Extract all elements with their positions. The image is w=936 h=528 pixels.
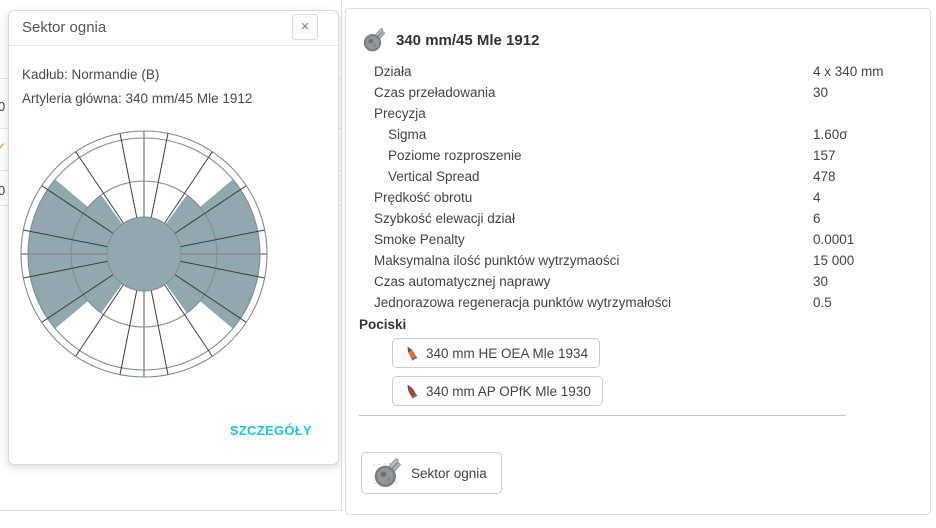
stat-row: Szybkość elewacji dział 6 — [346, 208, 930, 229]
stat-label: Smoke Penalty — [374, 232, 465, 247]
panel-title-row: 340 mm/45 Mle 1912 — [360, 27, 539, 53]
stat-value: 15 000 — [813, 253, 855, 268]
stat-label: Czas przeładowania — [374, 85, 496, 100]
shell-button-ap[interactable]: 340 mm AP OPfK Mle 1930 — [392, 376, 603, 406]
stat-label: Czas automatycznej naprawy — [374, 274, 551, 289]
shell-button-label: 340 mm AP OPfK Mle 1930 — [426, 383, 591, 399]
shell-button-list: 340 mm HE OEA Mle 1934 340 mm AP OPfK Ml… — [392, 338, 603, 414]
details-link[interactable]: SZCZEGÓŁY — [229, 423, 312, 438]
gun-title: 340 mm/45 Mle 1912 — [396, 31, 540, 49]
stat-value: 1.60σ — [813, 127, 848, 142]
stat-label: Działa — [374, 64, 412, 79]
panel-divider — [359, 415, 846, 416]
stat-label: Vertical Spread — [388, 169, 480, 184]
firing-sector-modal: Sektor ognia × Kadłub: Normandie (B) Art… — [8, 10, 339, 465]
stat-label: Precyzja — [374, 106, 426, 121]
modal-info: Kadłub: Normandie (B) Artyleria główna: … — [22, 63, 252, 111]
stat-value: 478 — [813, 169, 836, 184]
stat-row: Czas przeładowania 30 — [346, 82, 930, 103]
stat-row: Prędkość obrotu 4 — [346, 187, 930, 208]
firing-sector-diagram — [16, 126, 272, 382]
stat-value: 30 — [813, 274, 829, 289]
stat-row: Działa 4 x 340 mm — [346, 61, 930, 82]
stat-value: 4 — [813, 190, 821, 205]
stat-label: Sigma — [388, 127, 427, 142]
shell-button-label: 340 mm HE OEA Mle 1934 — [426, 345, 589, 361]
stat-value: 157 — [813, 148, 836, 163]
stat-row: Poziome rozproszenie 157 — [346, 145, 930, 166]
stat-label: Jednorazowa regeneracja punktów wytrzyma… — [374, 295, 672, 310]
ap-shell-icon — [407, 384, 418, 399]
background-value: 0 — [0, 183, 6, 198]
check-icon: ✓ — [0, 140, 7, 157]
stat-value: 0.0001 — [813, 232, 855, 247]
shells-header: Pociski — [359, 317, 407, 332]
firing-sector-button[interactable]: Sektor ognia — [361, 452, 502, 494]
stats-table: Działa 4 x 340 mm Czas przeładowania 30 Pr… — [346, 61, 930, 313]
firing-sector-button-label: Sektor ognia — [411, 465, 487, 481]
stat-row: Jednorazowa regeneracja punktów wytrzyma… — [346, 292, 930, 313]
stat-row: Sigma 1.60σ — [346, 124, 930, 145]
background-value: 0 — [0, 99, 6, 114]
hull-line: Kadłub: Normandie (B) — [22, 67, 160, 82]
gun-stats-panel: 340 mm/45 Mle 1912 Działa 4 x 340 mm Czas… — [345, 8, 931, 515]
stat-value: 6 — [813, 211, 821, 226]
stat-value: 30 — [813, 85, 829, 100]
stat-value: 0.5 — [813, 295, 832, 310]
shell-button-he[interactable]: 340 mm HE OEA Mle 1934 — [392, 338, 601, 368]
stat-row: Czas automatycznej naprawy 30 — [346, 271, 930, 292]
stat-row: Vertical Spread 478 — [346, 166, 930, 187]
stat-label: Maksymalna ilość punktów wytrzymaości — [374, 253, 620, 268]
stat-row: Maksymalna ilość punktów wytrzymaości 15 … — [346, 250, 930, 271]
he-shell-icon — [407, 346, 418, 361]
turret-icon — [363, 28, 385, 52]
close-icon[interactable]: × — [292, 14, 318, 40]
artillery-line: Artyleria główna: 340 mm/45 Mle 1912 — [22, 91, 253, 106]
stat-row: Precyzja — [346, 103, 930, 124]
stat-row: Smoke Penalty 0.0001 — [346, 229, 930, 250]
firing-sector-chart — [20, 130, 268, 378]
stat-label: Poziome rozproszenie — [388, 148, 522, 163]
stat-label: Prędkość obrotu — [374, 190, 473, 205]
turret-icon — [372, 458, 401, 487]
stat-value: 4 x 340 mm — [813, 64, 884, 79]
stat-label: Szybkość elewacji dział — [374, 211, 516, 226]
modal-title: Sektor ognia — [22, 19, 107, 36]
modal-header: Sektor ognia × — [9, 11, 338, 46]
